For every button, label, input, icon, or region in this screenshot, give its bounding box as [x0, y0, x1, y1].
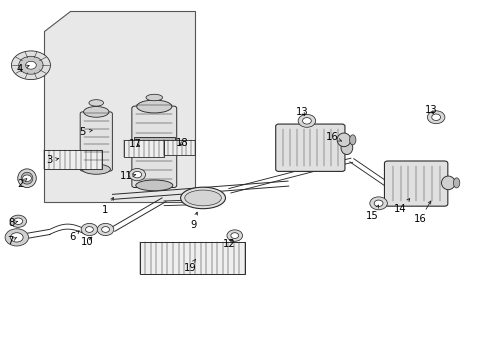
Ellipse shape: [184, 190, 221, 206]
Circle shape: [427, 111, 444, 124]
Circle shape: [25, 61, 36, 69]
FancyBboxPatch shape: [132, 106, 176, 188]
Circle shape: [230, 233, 238, 238]
FancyBboxPatch shape: [134, 137, 174, 148]
Text: 12: 12: [222, 239, 235, 249]
Text: 13: 13: [424, 105, 436, 115]
Text: 5: 5: [79, 127, 92, 136]
Text: 3: 3: [46, 155, 59, 165]
Text: 4: 4: [16, 64, 29, 74]
Text: 1: 1: [102, 197, 113, 216]
Circle shape: [19, 56, 43, 74]
Circle shape: [10, 233, 23, 242]
Ellipse shape: [89, 100, 103, 106]
Circle shape: [102, 226, 109, 232]
FancyBboxPatch shape: [80, 112, 112, 171]
Circle shape: [369, 197, 386, 210]
Polygon shape: [43, 12, 194, 202]
Ellipse shape: [336, 133, 350, 147]
Circle shape: [129, 168, 145, 181]
Text: 13: 13: [295, 107, 308, 117]
Ellipse shape: [137, 100, 171, 113]
Text: 6: 6: [69, 231, 79, 242]
Circle shape: [97, 224, 114, 235]
Text: 18: 18: [175, 138, 188, 148]
Ellipse shape: [83, 107, 109, 117]
FancyBboxPatch shape: [384, 161, 447, 206]
Ellipse shape: [349, 135, 355, 145]
Circle shape: [226, 230, 242, 241]
Ellipse shape: [441, 176, 454, 190]
Ellipse shape: [136, 180, 172, 191]
Text: 7: 7: [7, 236, 17, 246]
Text: 14: 14: [393, 199, 409, 215]
Text: 11: 11: [120, 171, 136, 181]
Polygon shape: [123, 140, 163, 157]
Text: 8: 8: [8, 218, 18, 228]
Text: 15: 15: [365, 205, 378, 221]
Circle shape: [11, 51, 50, 80]
Polygon shape: [163, 140, 195, 156]
Polygon shape: [43, 150, 102, 170]
Ellipse shape: [146, 94, 162, 101]
Circle shape: [298, 114, 315, 127]
Circle shape: [14, 218, 22, 225]
Ellipse shape: [180, 187, 225, 209]
Text: 16: 16: [325, 132, 341, 142]
Text: 16: 16: [413, 201, 430, 224]
Circle shape: [10, 215, 26, 227]
Ellipse shape: [82, 164, 110, 174]
Ellipse shape: [340, 141, 352, 154]
Ellipse shape: [21, 172, 33, 184]
Text: 19: 19: [183, 260, 196, 273]
Circle shape: [302, 118, 311, 124]
Text: 9: 9: [190, 212, 197, 230]
Circle shape: [85, 226, 93, 232]
Ellipse shape: [18, 169, 36, 188]
Text: 17: 17: [128, 139, 141, 149]
Text: 10: 10: [81, 237, 94, 247]
Circle shape: [133, 171, 142, 178]
Circle shape: [5, 229, 28, 246]
Circle shape: [431, 114, 440, 121]
Text: 2: 2: [17, 179, 27, 189]
Circle shape: [81, 224, 98, 235]
Circle shape: [22, 175, 31, 181]
FancyBboxPatch shape: [275, 124, 344, 171]
Polygon shape: [140, 242, 244, 274]
Circle shape: [373, 200, 382, 207]
Ellipse shape: [452, 178, 459, 188]
